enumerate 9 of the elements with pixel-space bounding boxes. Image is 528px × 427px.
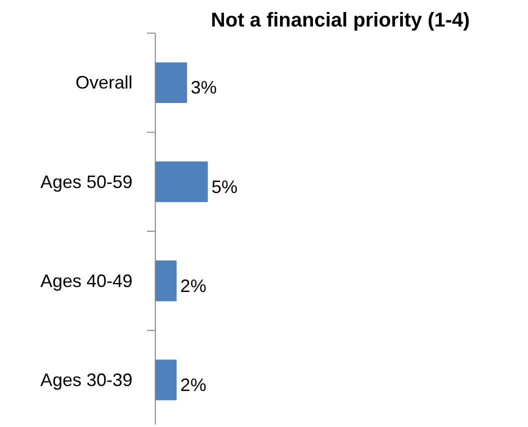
data-label: 2% xyxy=(180,374,206,395)
y-tick-label: Ages 50-59 xyxy=(40,172,133,192)
data-label: 3% xyxy=(190,78,217,98)
data-label: 5% xyxy=(211,176,238,197)
y-tick-label: Ages 40-49 xyxy=(40,270,133,291)
y-tick-label: Ages 30-39 xyxy=(40,370,133,390)
data-label: 2% xyxy=(180,276,206,296)
text: Not a financial priority (1-4) xyxy=(210,9,470,32)
y-tick-label: Overall xyxy=(75,72,132,93)
